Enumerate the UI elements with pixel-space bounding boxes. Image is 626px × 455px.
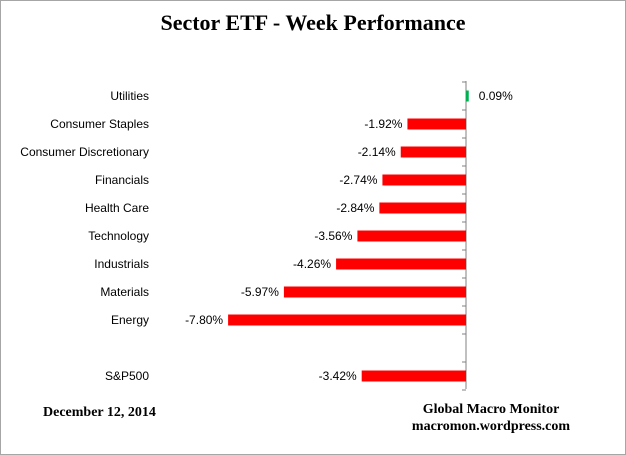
- bar-utilities: [466, 90, 469, 102]
- source-url: macromon.wordpress.com: [411, 419, 571, 434]
- bar-energy: [228, 314, 466, 326]
- bar-consumer-staples: [407, 118, 466, 130]
- value-label-consumer-discretionary: -2.14%: [358, 145, 396, 159]
- category-label-health-care: Health Care: [85, 201, 149, 215]
- category-label-energy: Energy: [111, 313, 149, 327]
- value-label-materials: -5.97%: [241, 285, 279, 299]
- value-label-industrials: -4.26%: [293, 257, 331, 271]
- value-label-health-care: -2.84%: [336, 201, 374, 215]
- value-label-financials: -2.74%: [339, 173, 377, 187]
- value-label-energy: -7.80%: [185, 313, 223, 327]
- chart-title: Sector ETF - Week Performance: [160, 10, 466, 35]
- bar-consumer-discretionary: [400, 146, 466, 158]
- category-label-utilities: Utilities: [110, 89, 149, 103]
- category-label-consumer-staples: Consumer Staples: [50, 117, 149, 131]
- category-label-technology: Technology: [88, 229, 149, 243]
- bar-materials: [283, 286, 466, 298]
- chart-date: December 12, 2014: [43, 405, 156, 420]
- chart-source: Global Macro Monitor macromon.wordpress.…: [381, 401, 601, 435]
- category-label-sandp500: S&P500: [105, 369, 149, 383]
- bar-health-care: [379, 202, 466, 214]
- category-label-financials: Financials: [95, 173, 149, 187]
- source-name: Global Macro Monitor: [422, 402, 560, 417]
- category-label-consumer-discretionary: Consumer Discretionary: [20, 145, 149, 159]
- value-label-technology: -3.56%: [314, 229, 352, 243]
- value-label-utilities: 0.09%: [479, 89, 513, 103]
- value-label-consumer-staples: -1.92%: [364, 117, 402, 131]
- bar-financials: [382, 174, 466, 186]
- bar-industrials: [336, 258, 466, 270]
- value-label-sandp500: -3.42%: [319, 369, 357, 383]
- bar-technology: [357, 230, 466, 242]
- category-label-industrials: Industrials: [94, 257, 149, 271]
- bar-sandp500: [361, 370, 466, 382]
- category-label-materials: Materials: [100, 285, 149, 299]
